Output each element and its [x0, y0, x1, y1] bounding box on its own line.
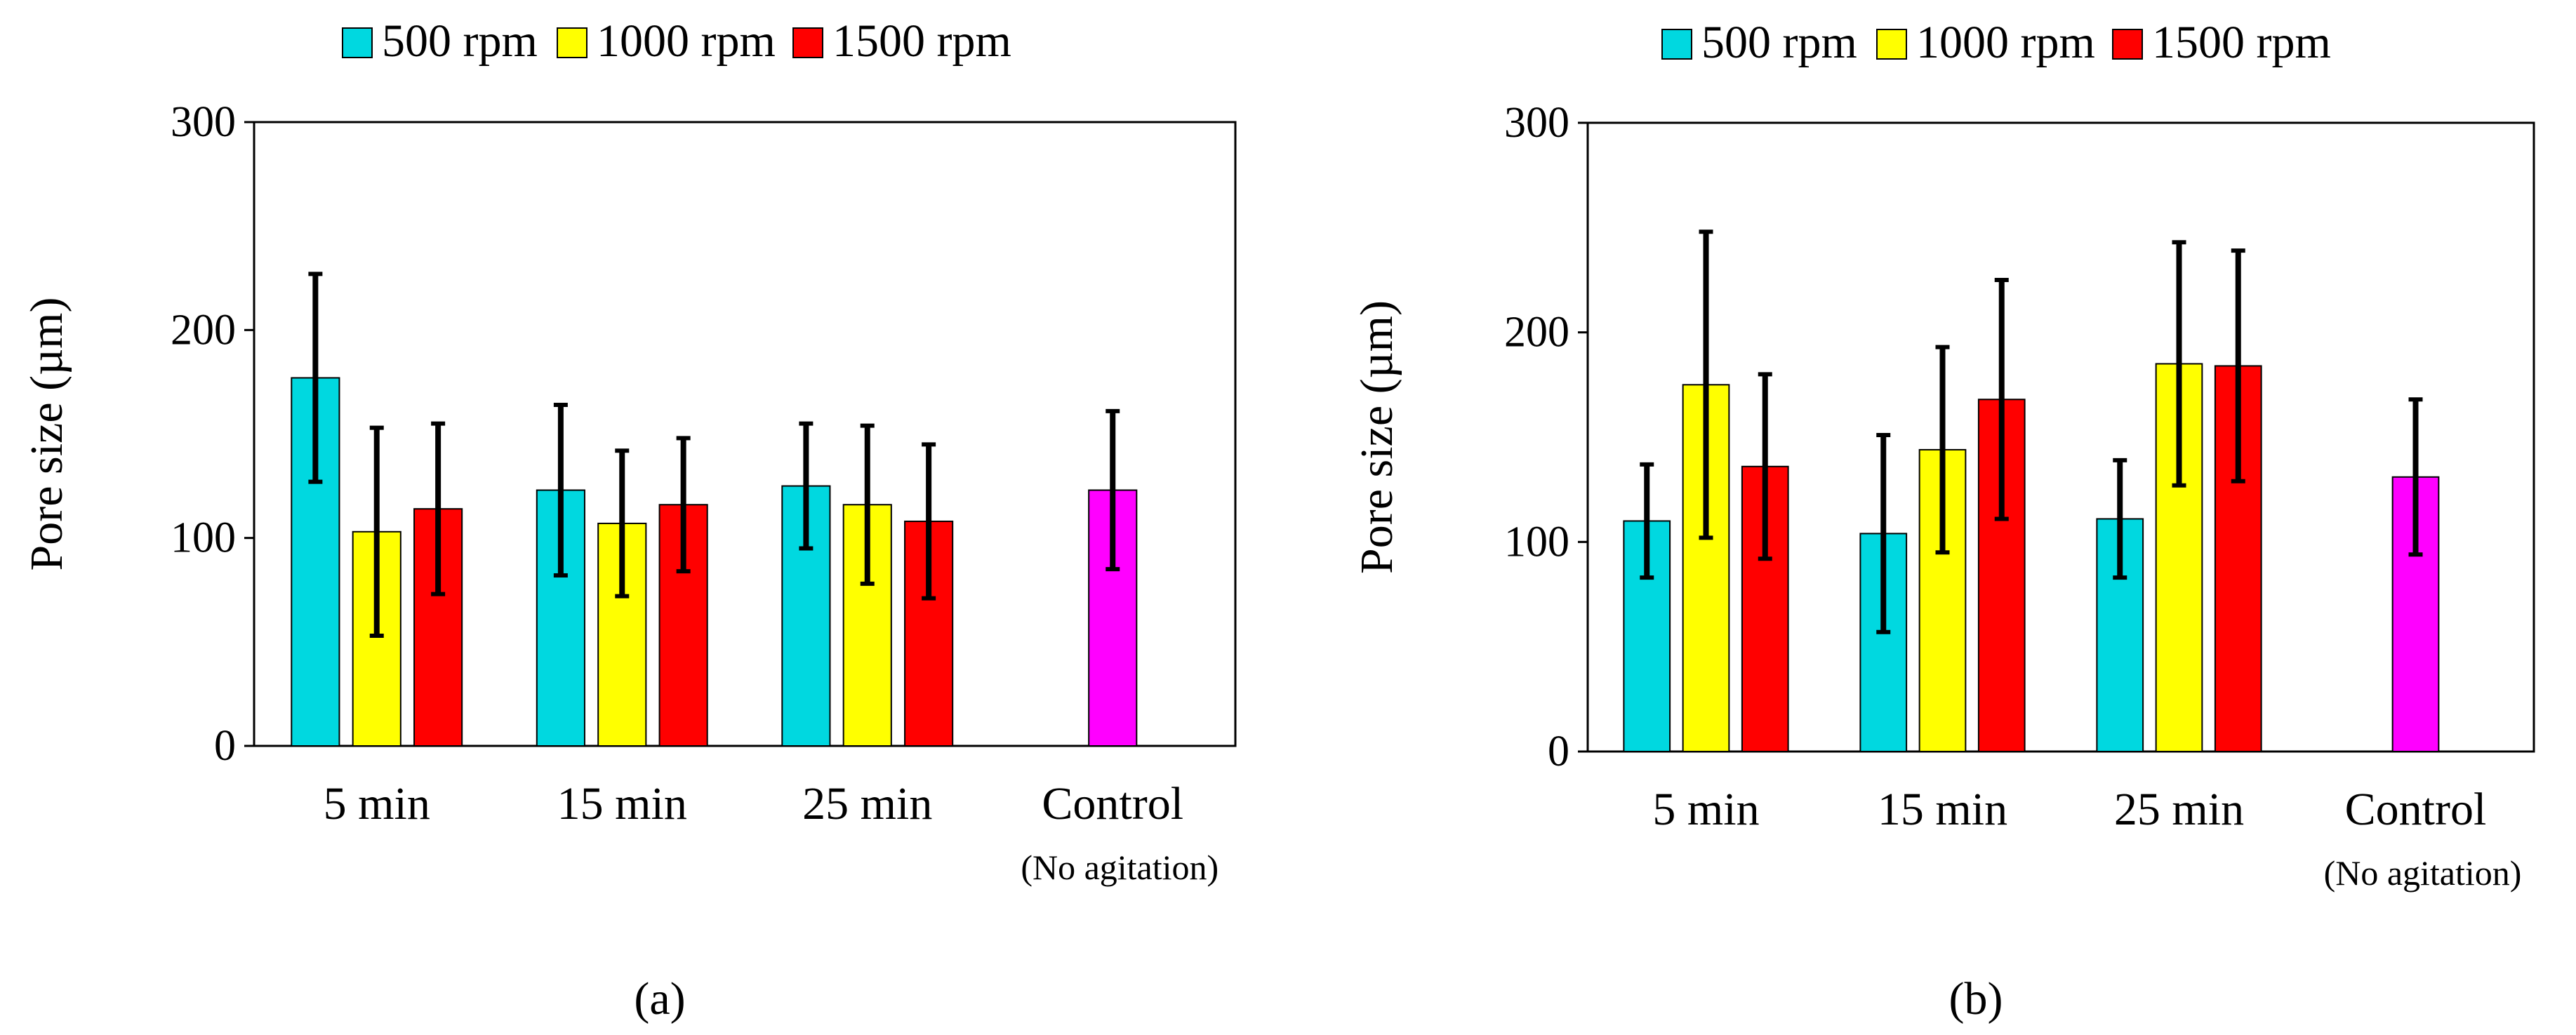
y-axis-label: Pore size (µm) [1351, 300, 1402, 574]
y-tick-label: 200 [171, 306, 236, 354]
y-tick-label: 0 [1548, 728, 1569, 775]
legend-label: 1500 rpm [832, 15, 1011, 67]
x-tick-sublabel: (No agitation) [2324, 853, 2522, 893]
y-tick-label: 200 [1504, 309, 1569, 356]
x-tick-sublabel: (No agitation) [1021, 848, 1219, 887]
x-tick-label: 5 min [1652, 784, 1759, 835]
legend-swatch [792, 27, 823, 58]
x-tick-label: 15 min [1878, 784, 2007, 835]
x-tick-label: 25 min [802, 778, 932, 829]
legend-swatch [1876, 29, 1907, 60]
x-tick-label: Control [1042, 778, 1183, 829]
legend-swatch [557, 27, 587, 58]
chart-panel-a: 0 100 200 300 Pore size (µm) 5 min 15 min 25 mi… [21, 15, 1237, 1024]
x-tick-label: 25 min [2114, 784, 2244, 835]
bar [842, 504, 892, 747]
panel-label: (b) [1949, 973, 2003, 1024]
y-tick-label: 300 [1504, 99, 1569, 147]
y-tick-label: 100 [171, 514, 236, 562]
bar [1682, 384, 1730, 752]
legend-label: 1000 rpm [1916, 17, 2095, 68]
bar [597, 522, 647, 747]
legend-swatch [2112, 29, 2143, 60]
bar [1741, 465, 1789, 753]
plot-area [1586, 121, 2535, 753]
chart-panel-b: 0 100 200 300 Pore size (µm) 5 min 15 min 25 mi… [1351, 17, 2535, 1024]
y-tick-label: 100 [1504, 518, 1569, 566]
legend-label: 500 rpm [1701, 17, 1857, 68]
x-tick-label: 5 min [324, 778, 430, 829]
legend-swatch [342, 27, 373, 58]
plot-area [253, 121, 1237, 747]
legend-label: 500 rpm [382, 15, 538, 67]
y-tick-label: 0 [214, 722, 236, 770]
x-tick-label: Control [2345, 784, 2487, 835]
y-axis-label: Pore size (µm) [21, 298, 72, 571]
legend-swatch [1661, 29, 1692, 60]
legend-label: 1500 rpm [2152, 17, 2331, 68]
x-tick-label: 15 min [557, 778, 687, 829]
panel-label: (a) [634, 973, 685, 1024]
legend-label: 1000 rpm [597, 15, 776, 67]
y-tick-label: 300 [171, 98, 236, 146]
